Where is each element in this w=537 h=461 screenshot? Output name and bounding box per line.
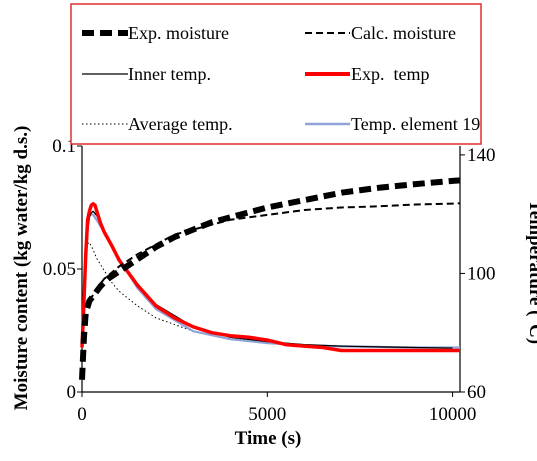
ticks-layer: 0 5000 10000 0 0.05 0.1 60 100 140: [43, 136, 496, 425]
legend-label-calc-moisture: Calc. moisture: [351, 23, 456, 43]
x-axis-title: Time (s): [235, 428, 302, 449]
series-line-average-temp: [81, 241, 460, 349]
x-tick-label: 0: [77, 404, 87, 425]
y-left-tick-label: 0.1: [52, 136, 76, 157]
legend-label-exp-moisture: Exp. moisture: [128, 23, 229, 43]
y-right-axis-title: Temperature (°C): [525, 200, 537, 344]
legend-label-average-temp: Average temp.: [128, 114, 233, 134]
series-line-inner-temp: [81, 210, 453, 349]
y-left-axis-title: Moisture content (kg water/kg d.s.): [11, 126, 32, 411]
legend-label-exp-temp: Exp. temp: [351, 64, 430, 84]
series-line-exp-temp: [80, 202, 460, 353]
y-right-tick-label: 60: [467, 382, 486, 403]
legend-box: [70, 3, 482, 145]
series-line-exp-moisture: [79, 177, 461, 380]
y-left-tick-label: 0: [67, 382, 77, 403]
x-tick-label: 5000: [248, 404, 286, 425]
series-layer: [79, 177, 461, 380]
legend: Exp. moisture Calc. moisture Inner temp.…: [70, 3, 482, 145]
y-right-tick-label: 100: [467, 263, 496, 284]
x-tick-label: 10000: [429, 404, 477, 425]
series-line-temp-element-19: [80, 213, 460, 349]
legend-label-temp-element-19: Temp. element 19: [351, 114, 480, 134]
y-right-tick-label: 140: [467, 145, 496, 166]
legend-label-inner-temp: Inner temp.: [128, 64, 211, 84]
y-left-tick-label: 0.05: [43, 259, 76, 280]
